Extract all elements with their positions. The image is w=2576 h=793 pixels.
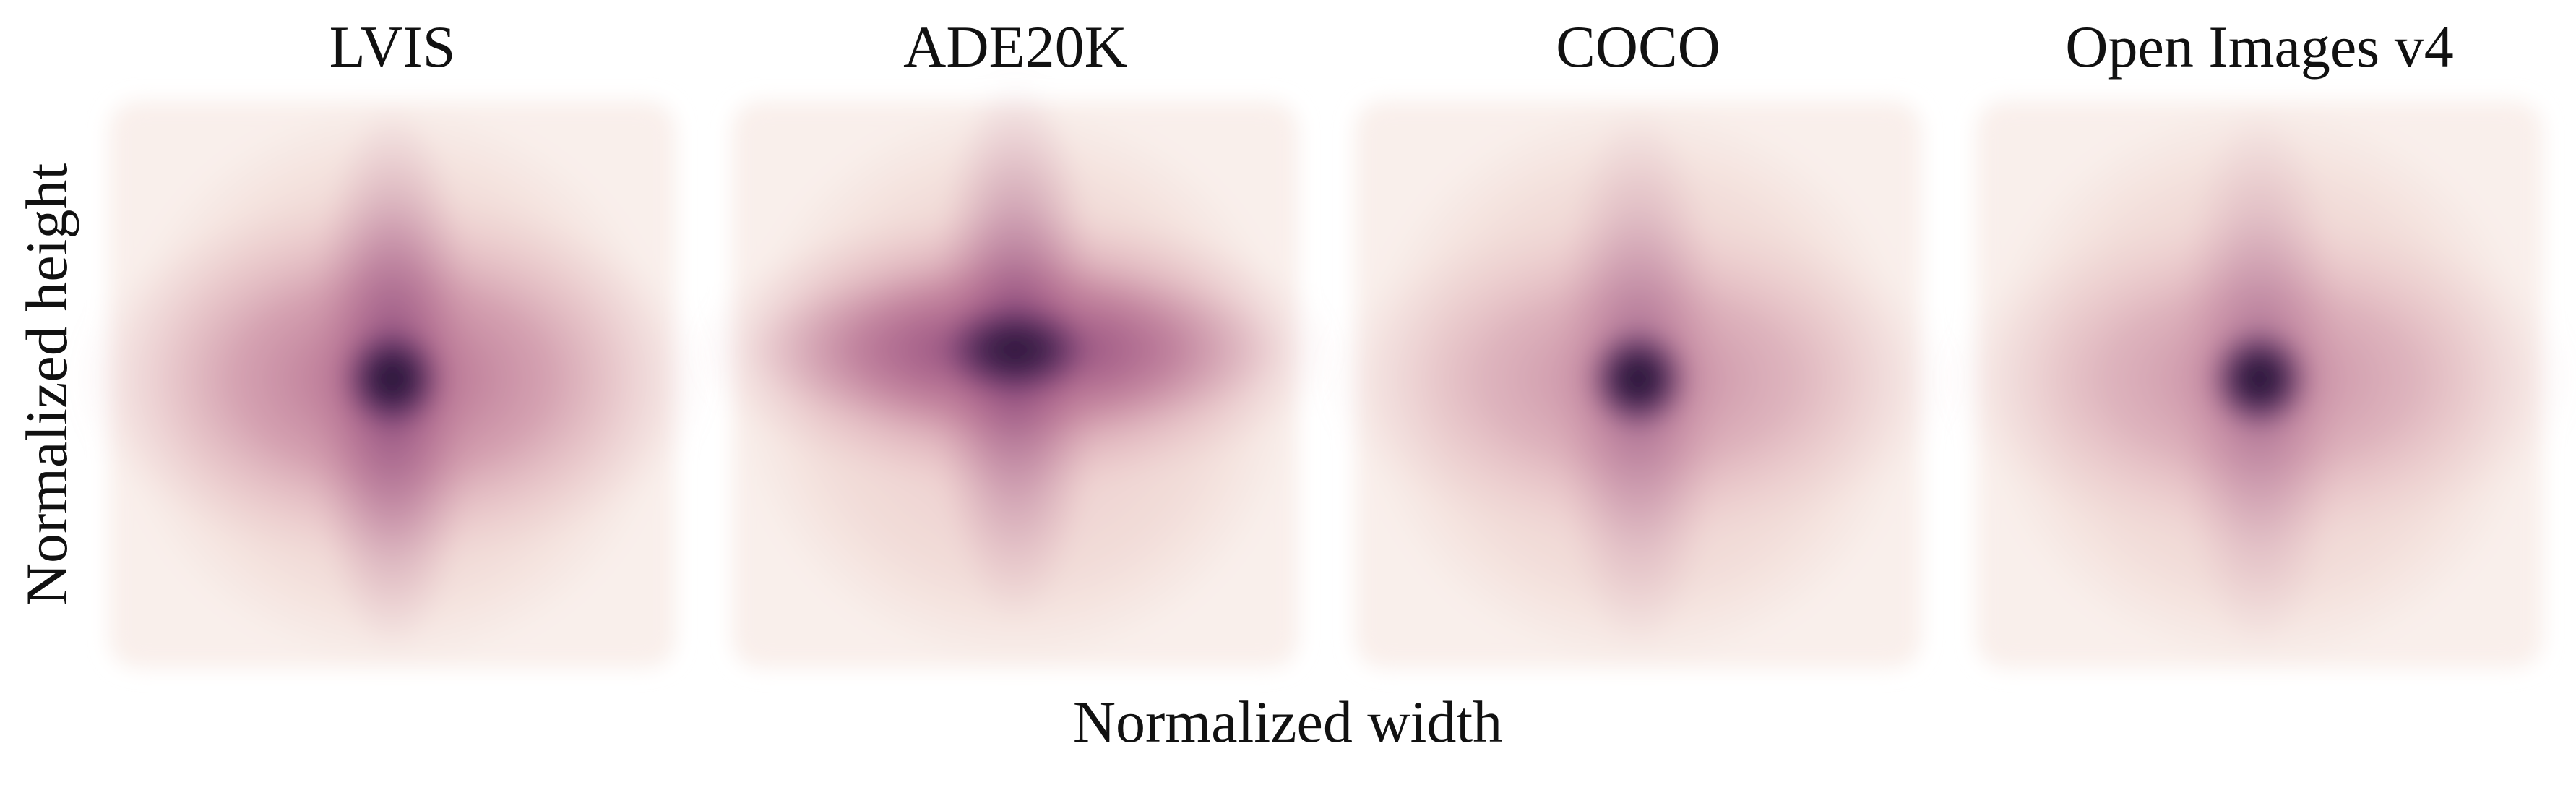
- x-axis-label: Normalized width: [1073, 689, 1502, 755]
- density-plot: [1320, 101, 1956, 668]
- density-peak: [338, 325, 447, 433]
- density-peak: [1584, 325, 1692, 433]
- panel-title: Open Images v4: [2065, 14, 2453, 80]
- density-peak: [2205, 325, 2314, 433]
- density-peak: [936, 299, 1095, 400]
- y-axis-label: Normalized height: [14, 163, 79, 606]
- panel-title: LVIS: [329, 14, 456, 80]
- density-plot: [1942, 101, 2576, 668]
- panel-title: COCO: [1556, 14, 1720, 80]
- density-plot: [697, 75, 1333, 668]
- density-plot: [74, 101, 710, 668]
- panel-title: ADE20K: [903, 14, 1127, 80]
